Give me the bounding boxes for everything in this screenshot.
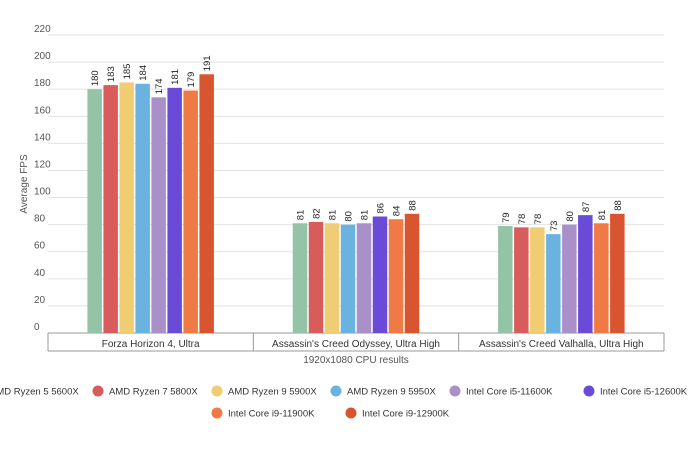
legend-swatch (211, 385, 223, 397)
data-label: 179 (186, 72, 197, 88)
data-label: 191 (202, 55, 213, 71)
bar (103, 85, 118, 333)
legend-label: AMD Ryzen 9 5950X (347, 387, 436, 398)
y-tick-label: 120 (34, 159, 51, 170)
y-tick-label: 180 (34, 78, 51, 89)
x-tick-label: Assassin's Creed Odyssey, Ultra High (272, 339, 440, 350)
legend-label: AMD Ryzen 9 5900X (228, 387, 317, 398)
legend-label: AMD Ryzen 7 5800X (109, 387, 198, 398)
bar (340, 224, 356, 333)
bar (356, 223, 372, 333)
y-tick-label: 100 (34, 187, 51, 198)
y-tick-label: 160 (34, 105, 51, 116)
bar (498, 225, 513, 333)
data-label: 81 (597, 210, 608, 221)
bar (119, 82, 134, 333)
legend-swatch (583, 385, 595, 397)
bar (514, 227, 529, 333)
y-tick-label: 0 (34, 322, 40, 333)
legend-swatch (92, 385, 104, 397)
legend-swatch (330, 385, 342, 397)
legend-label: AMD Ryzen 5 5600X (0, 387, 79, 398)
bar (546, 234, 561, 333)
bar (404, 213, 420, 333)
data-label: 81 (360, 210, 371, 221)
y-tick-label: 80 (34, 214, 46, 225)
legend-label: Intel Core i9-12900K (362, 409, 450, 420)
data-label: 84 (392, 206, 403, 217)
data-label: 183 (106, 66, 117, 82)
bar (87, 89, 102, 333)
data-label: 180 (90, 70, 101, 86)
bar (135, 83, 150, 333)
y-tick-label: 20 (34, 295, 46, 306)
data-label: 81 (296, 210, 307, 221)
data-label: 78 (517, 214, 528, 225)
y-tick-label: 60 (34, 241, 46, 252)
bar (594, 223, 609, 333)
data-label: 78 (533, 214, 544, 225)
data-label: 184 (138, 65, 149, 81)
bar (578, 215, 593, 333)
y-tick-label: 220 (34, 24, 51, 35)
data-label: 80 (565, 211, 576, 222)
data-label: 185 (122, 64, 133, 80)
legend-label: Intel Core i5-12600K (600, 387, 688, 398)
legend-swatch (211, 407, 223, 419)
legend-label: Intel Core i9-11900K (228, 409, 315, 420)
bar (324, 223, 340, 333)
bar (562, 224, 577, 333)
legend-swatch (449, 385, 461, 397)
bar (199, 74, 214, 334)
bar (183, 90, 198, 333)
y-tick-label: 140 (34, 132, 51, 143)
data-label: 82 (312, 208, 323, 219)
legend-label: Intel Core i5-11600K (466, 387, 553, 398)
y-tick-label: 200 (34, 51, 51, 62)
data-label: 73 (549, 221, 560, 232)
x-axis-label: 1920x1080 CPU results (303, 355, 409, 366)
legend-swatch (345, 407, 357, 419)
data-label: 81 (328, 210, 339, 221)
bar (530, 227, 545, 333)
data-label: 88 (408, 200, 419, 211)
data-label: 80 (344, 211, 355, 222)
bar (167, 87, 182, 333)
data-label: 174 (154, 78, 165, 94)
bar (151, 97, 166, 334)
data-label: 86 (376, 203, 387, 214)
y-tick-label: 40 (34, 268, 46, 279)
data-label: 181 (170, 69, 181, 85)
bar (308, 221, 324, 333)
data-label: 79 (501, 212, 512, 223)
data-label: 88 (613, 200, 624, 211)
bar (388, 219, 404, 333)
bar (292, 223, 308, 333)
x-tick-label: Forza Horizon 4, Ultra (102, 339, 200, 350)
data-label: 87 (581, 202, 592, 213)
bar (372, 216, 388, 333)
y-axis-label: Average FPS (19, 154, 30, 214)
bar (610, 213, 625, 333)
x-tick-label: Assassin's Creed Valhalla, Ultra High (479, 339, 644, 350)
